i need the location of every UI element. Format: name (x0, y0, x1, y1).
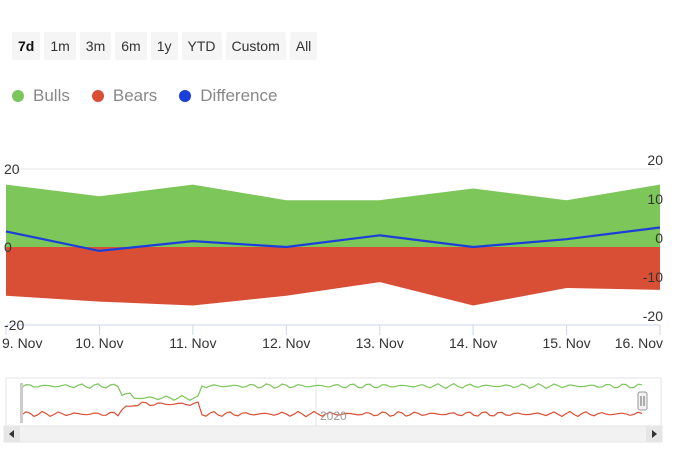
line-difference (5, 226, 661, 253)
y-right-tick-label: 20 (647, 152, 663, 168)
y-right-tick-label: 0 (655, 230, 663, 246)
navigator-frame (5, 377, 662, 427)
legend-item-bulls[interactable]: Bulls (12, 86, 70, 106)
y-left-tick-label: -20 (4, 317, 24, 333)
area-bulls (6, 184, 660, 247)
x-tick-label: 14. Nov (449, 335, 497, 351)
navigator-bears-line (21, 401, 643, 418)
y-left-tick-label: 0 (4, 239, 12, 255)
scrollbar-thumb[interactable] (22, 427, 638, 441)
x-tick-label: 12. Nov (262, 335, 310, 351)
arrow-right-icon (652, 430, 657, 438)
legend-item-difference[interactable]: Difference (179, 86, 277, 106)
x-tick-label: 10. Nov (75, 335, 123, 351)
y-left-tick-label: 20 (4, 161, 20, 177)
legend-label: Difference (200, 86, 278, 105)
x-tick-label: 16. Nov (615, 335, 663, 351)
range-button-1y[interactable]: 1y (150, 32, 178, 60)
legend-item-bears[interactable]: Bears (91, 86, 158, 106)
range-button-ytd[interactable]: YTD (181, 32, 222, 60)
range-button-all[interactable]: All (289, 32, 318, 60)
x-tick-label: 13. Nov (356, 335, 404, 351)
area-layer (5, 184, 661, 306)
legend-dot-icon (12, 90, 24, 102)
navigator-handle[interactable] (637, 391, 648, 411)
legend-dot-icon (179, 90, 192, 102)
range-button-3m[interactable]: 3m (79, 32, 112, 60)
area-bears (6, 247, 660, 306)
legend-dot-icon (91, 90, 104, 102)
navigator-year-label: 2020 (320, 409, 347, 423)
axis-layer: 9. Nov 10. Nov 11. Nov 12. Nov 13. Nov 14. No… (2, 152, 663, 351)
navigator-left-edge (20, 383, 23, 423)
y-right-tick-label: 10 (647, 191, 663, 207)
legend-label: Bears (112, 86, 158, 105)
range-button-custom[interactable]: Custom (225, 32, 286, 60)
x-tick-label: 11. Nov (169, 335, 216, 351)
range-selector: 7d 1m 3m 6m 1y YTD Custom All (12, 32, 318, 60)
navigator[interactable]: 2020 (5, 377, 662, 427)
range-button-7d[interactable]: 7d (12, 32, 41, 60)
navigator-bulls-line (21, 383, 643, 401)
x-tick-label: 15. Nov (542, 335, 590, 351)
range-button-1m[interactable]: 1m (44, 32, 76, 60)
range-button-6m[interactable]: 6m (115, 32, 147, 60)
arrow-left-icon (9, 430, 14, 438)
legend-label: Bulls (33, 86, 70, 105)
line-layer (5, 226, 661, 253)
chart-legend: Bulls Bears Difference (12, 86, 277, 106)
y-right-tick-label: -20 (643, 308, 663, 324)
scrollbar[interactable] (3, 425, 663, 443)
y-right-tick-label: -10 (643, 269, 663, 285)
x-tick-label: 9. Nov (2, 335, 42, 351)
